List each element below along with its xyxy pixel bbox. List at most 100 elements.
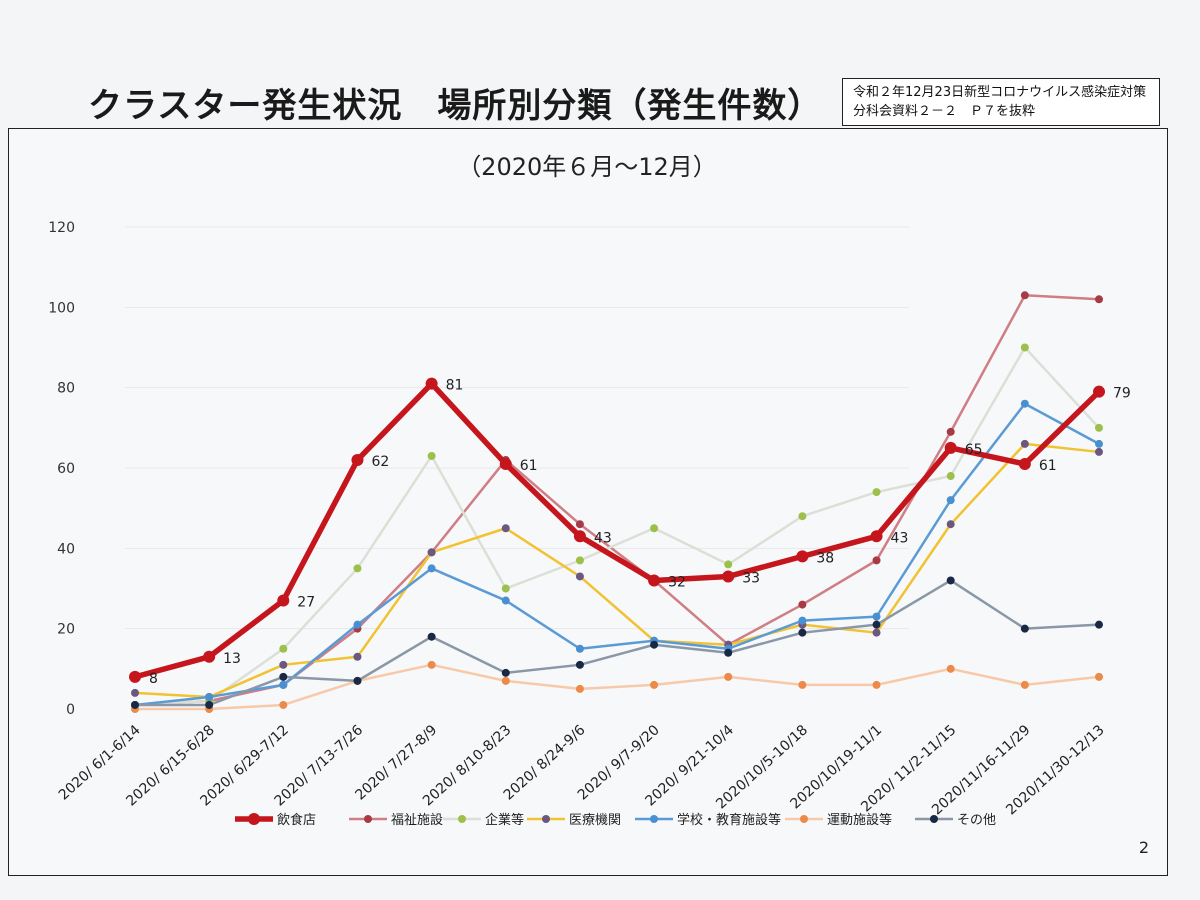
series-line [133,663,1101,711]
legend-label: 福祉施設 [391,812,443,828]
chart-frame: （2020年６月～12月） 0 20 40 60 80 100 120 2020/ 6/1-… [8,128,1168,876]
data-point [650,640,659,649]
data-point [946,664,955,673]
series-7 [129,377,1105,683]
data-point [575,520,584,529]
data-point [427,564,436,573]
data-label: 43 [594,530,612,546]
data-point [798,680,807,689]
source-line-1: 令和２年12月23日新型コロナウイルス感染症対策 [853,85,1147,100]
series-line [133,579,1101,707]
legend-marker [800,815,808,823]
data-point [870,530,883,543]
data-point [1093,385,1105,398]
data-point [946,427,955,436]
legend-label: 運動施設等 [827,812,892,828]
data-point [650,680,659,689]
data-point [1095,620,1103,629]
series-5 [131,660,1103,713]
source-note: 令和２年12月23日新型コロナウイルス感染症対策 分科会資料２－２ Ｐ７を抜粋 [842,78,1160,126]
data-point [575,644,584,653]
legend-label: 企業等 [485,812,524,828]
legend-label: 学校・教育施設等 [677,812,781,828]
data-point [205,692,214,701]
data-point [724,648,733,657]
data-point [946,472,955,481]
y-tick-label: 0 [66,702,75,718]
data-point [872,612,881,621]
data-point [501,668,510,677]
data-label: 61 [1039,458,1057,474]
data-point [872,628,881,637]
data-point [1020,343,1029,352]
data-point [427,660,436,669]
data-point [501,596,510,605]
series-2 [131,343,1103,709]
data-point [798,512,807,521]
legend-marker [542,815,550,823]
data-point [205,700,214,709]
data-point [501,584,510,593]
legend-label: 飲食店 [277,812,316,828]
data-point [1020,624,1029,633]
data-point [872,620,881,629]
data-point [353,564,362,573]
data-point [1095,439,1103,448]
data-point [724,672,733,681]
data-label: 81 [446,378,464,394]
data-point [1020,439,1029,448]
data-point [1095,295,1103,304]
series-1 [131,291,1103,709]
legend-label: その他 [957,813,996,828]
data-point [351,453,364,466]
data-point [277,594,290,607]
data-label: 62 [371,454,389,470]
data-point [279,672,288,681]
data-point [648,574,661,587]
data-label: 43 [891,530,909,546]
data-point [279,644,288,653]
series-line [133,402,1101,707]
y-tick-label: 120 [48,220,75,236]
data-point [1020,680,1029,689]
data-label: 32 [668,574,686,590]
data-point [427,548,436,557]
data-point [1095,423,1103,432]
legend-item: 企業等 [443,812,524,828]
data-point [353,676,362,685]
y-tick-label: 20 [57,622,75,638]
data-point [353,652,362,661]
page-title: クラスター発生状況 場所別分類（発生件数） [88,86,823,126]
data-point [796,550,809,563]
data-point [650,524,659,533]
data-point [798,600,807,609]
series-line [133,346,1101,707]
data-point [575,660,584,669]
data-point [203,650,216,663]
source-line-2: 分科会資料２－２ Ｐ７を抜粋 [853,104,1036,119]
data-label: 33 [742,570,760,586]
data-point [1018,457,1031,470]
data-label: 61 [520,458,538,474]
legend-marker [930,815,938,823]
data-label: 65 [965,442,983,458]
data-label: 13 [223,651,241,667]
data-point [501,676,510,685]
data-point [499,457,512,470]
series-3 [131,439,1103,701]
legend-item: 学校・教育施設等 [635,812,781,828]
data-point [575,556,584,565]
series-4 [131,399,1103,709]
chart-title: （2020年６月～12月） [457,153,717,181]
data-point [427,632,436,641]
data-point [872,556,881,565]
data-point [946,496,955,505]
data-point [279,680,288,689]
legend-item: 飲食店 [235,812,316,828]
legend-item: 福祉施設 [349,812,443,828]
data-label: 8 [149,671,158,687]
data-point [946,520,955,529]
legend-marker [248,813,260,825]
data-point [573,530,586,543]
